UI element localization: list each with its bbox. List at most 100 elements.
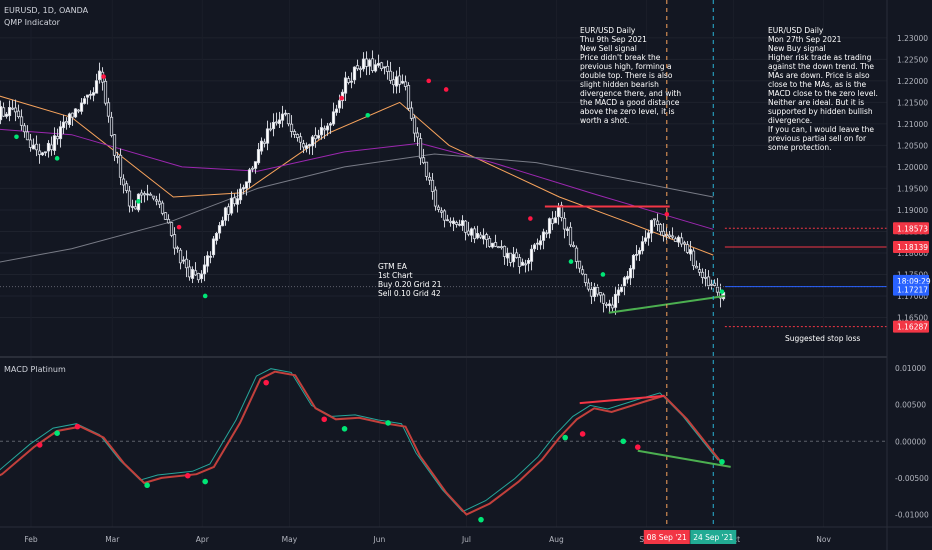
candle-up[interactable] [73,108,78,118]
candle-down[interactable] [601,294,606,304]
candle-down[interactable] [118,154,123,178]
candle-up[interactable] [538,240,543,246]
candle-up[interactable] [325,125,330,131]
candle-down[interactable] [175,247,180,250]
candle-up[interactable] [637,249,642,255]
candle-down[interactable] [184,258,189,269]
candle-down[interactable] [463,220,468,233]
candle-down[interactable] [682,242,687,245]
candle-down[interactable] [295,134,300,138]
candle-down[interactable] [610,304,615,309]
candle-down[interactable] [589,289,594,297]
candle-down[interactable] [577,260,582,269]
candle-down[interactable] [715,286,720,293]
candle-down[interactable] [232,197,237,205]
candle-down[interactable] [508,252,513,263]
candle-up[interactable] [553,217,558,224]
candle-down[interactable] [496,246,501,249]
candle-up[interactable] [460,220,465,226]
candle-up[interactable] [265,128,270,144]
candle-down[interactable] [301,143,306,148]
candle-down[interactable] [106,102,111,117]
candle-up[interactable] [622,277,627,287]
candle-up[interactable] [283,112,288,115]
candle-down[interactable] [679,237,684,245]
candle-down[interactable] [268,128,273,131]
candle-up[interactable] [445,219,450,222]
candle-down[interactable] [22,125,27,133]
candle-down[interactable] [604,303,609,306]
candle-up[interactable] [247,169,252,183]
candle-up[interactable] [52,135,57,151]
candle-up[interactable] [511,254,516,263]
candle-down[interactable] [562,217,567,230]
candle-down[interactable] [64,121,69,124]
candle-down[interactable] [697,269,702,273]
candle-down[interactable] [574,247,579,262]
candle-down[interactable] [409,107,414,119]
candle-down[interactable] [439,210,444,213]
candle-down[interactable] [322,128,327,131]
candle-down[interactable] [196,272,201,281]
candle-down[interactable] [415,132,420,138]
candle-up[interactable] [181,259,186,262]
candle-down[interactable] [124,183,129,191]
candle-down[interactable] [391,79,396,86]
candle-up[interactable] [481,235,486,240]
candle-down[interactable] [157,200,162,205]
candle-down[interactable] [298,136,303,143]
candle-down[interactable] [673,238,678,242]
candle-down[interactable] [1,107,6,117]
candle-up[interactable] [349,80,354,83]
candle-down[interactable] [544,232,549,235]
candle-up[interactable] [334,108,339,113]
candle-up[interactable] [646,232,651,239]
candle-up[interactable] [214,233,219,241]
candle-down[interactable] [49,144,54,150]
candle-up[interactable] [223,207,228,221]
candle-down[interactable] [493,242,498,247]
candle-up[interactable] [343,77,348,94]
candle-up[interactable] [241,187,246,190]
candle-up[interactable] [202,264,207,275]
candle-down[interactable] [187,266,192,278]
candle-down[interactable] [499,246,504,249]
candle-down[interactable] [523,263,528,266]
candle-up[interactable] [316,135,321,139]
candle-down[interactable] [703,276,708,279]
candle-down[interactable] [517,257,522,267]
candle-down[interactable] [142,193,147,196]
candle-down[interactable] [226,206,231,215]
candle-up[interactable] [304,145,309,149]
candle-up[interactable] [640,241,645,252]
candle-down[interactable] [418,138,423,159]
candle-up[interactable] [331,111,336,125]
candle-down[interactable] [19,116,24,126]
candle-up[interactable] [613,293,618,308]
candle-down[interactable] [583,273,588,283]
candle-up[interactable] [526,259,531,264]
candle-up[interactable] [565,228,570,231]
candle-down[interactable] [193,270,198,276]
candle-down[interactable] [286,113,291,125]
candle-up[interactable] [4,113,9,117]
candle-up[interactable] [199,273,204,280]
candle-up[interactable] [520,261,525,266]
candle-up[interactable] [529,248,534,262]
candle-up[interactable] [0,106,3,121]
candle-up[interactable] [361,58,366,70]
candle-down[interactable] [421,157,426,164]
candle-down[interactable] [598,292,603,296]
candle-up[interactable] [46,142,51,152]
candle-down[interactable] [178,249,183,264]
candle-series[interactable] [0,41,726,315]
candle-up[interactable] [616,289,621,296]
candle-up[interactable] [643,237,648,242]
candle-down[interactable] [670,235,675,238]
candle-up[interactable] [229,197,234,214]
candle-down[interactable] [652,218,657,221]
candle-up[interactable] [67,113,72,126]
candle-down[interactable] [412,117,417,134]
candle-down[interactable] [397,75,402,85]
candle-down[interactable] [292,131,297,135]
